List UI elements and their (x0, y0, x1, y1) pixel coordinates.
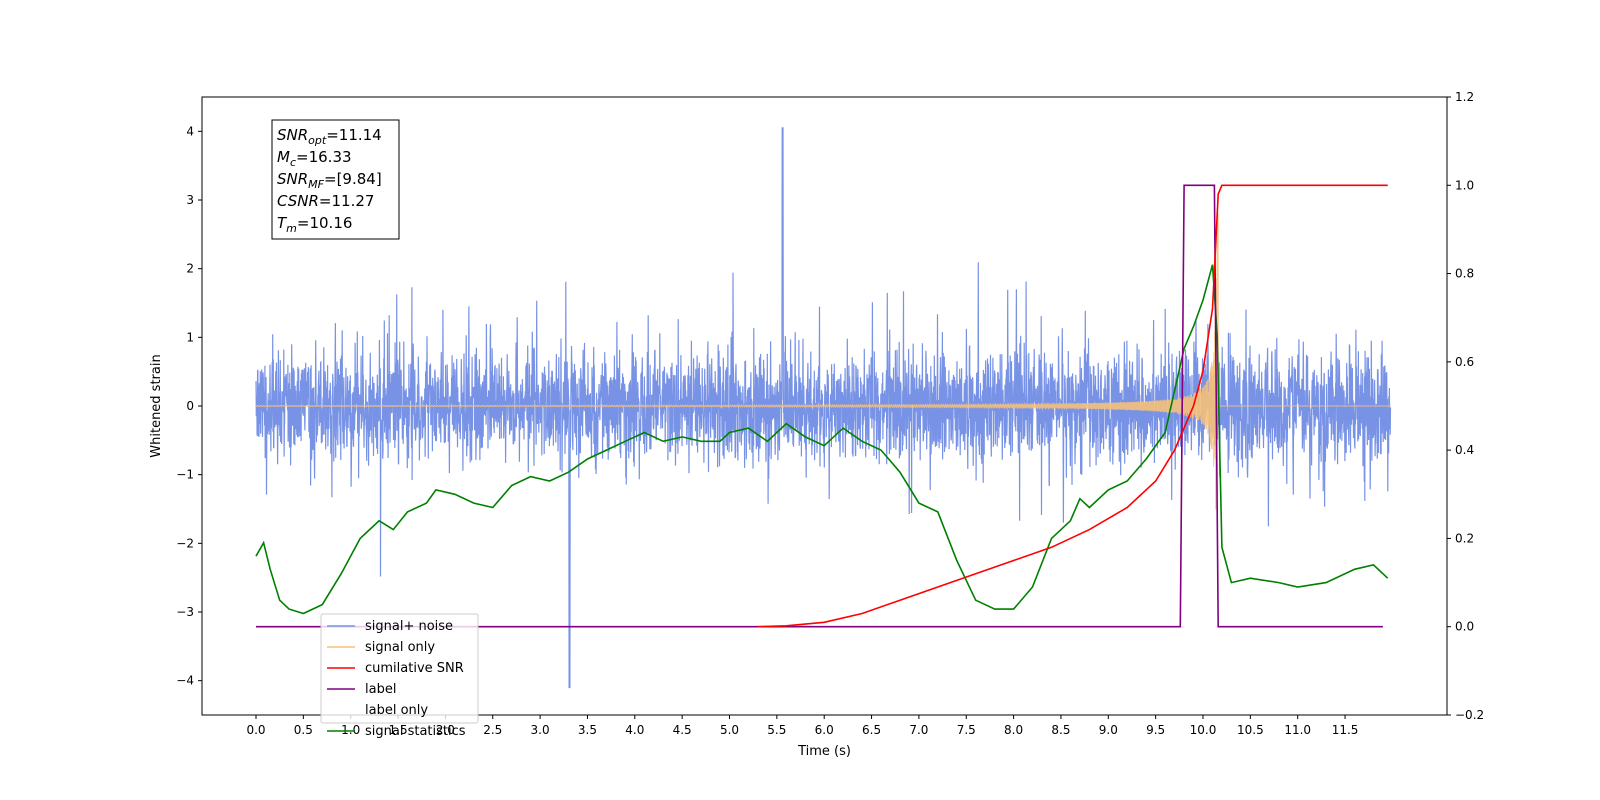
x-tick-label: 10.0 (1190, 723, 1217, 737)
x-tick-label: 5.0 (720, 723, 739, 737)
annotation-box (271, 119, 400, 240)
x-tick-label: 6.0 (815, 723, 834, 737)
x-tick-label: 0.5 (294, 723, 313, 737)
x-tick-label: 8.5 (1051, 723, 1070, 737)
y2-tick-label: 0.6 (1455, 355, 1474, 369)
annotation-line: Tm=10.16 (277, 214, 352, 235)
y2-tick-label: 0.2 (1455, 531, 1474, 545)
signal-statistics-line (255, 264, 1389, 615)
y-tick-label: 4 (186, 124, 194, 138)
y-tick-label: 0 (186, 399, 194, 413)
x-tick-label: 0.0 (246, 723, 265, 737)
x-tick-label: 7.5 (957, 723, 976, 737)
annotation-line: CSNR=11.27 (277, 192, 374, 210)
x-tick-label: 9.0 (1099, 723, 1118, 737)
y2-tick-label: 0.0 (1455, 620, 1474, 634)
y2-tick-label: −0.2 (1455, 708, 1484, 722)
x-tick-label: 1.0 (341, 723, 360, 737)
x-tick-label: 6.5 (862, 723, 881, 737)
annotation-line: Mc=16.33 (277, 148, 352, 169)
x-tick-label: 3.5 (578, 723, 597, 737)
legend: signal+ noise signal only cumilative SNR la… (320, 613, 479, 739)
signal-noise-line (255, 127, 1392, 689)
y-tick-label: 1 (186, 330, 194, 344)
x-tick-label: 4.5 (673, 723, 692, 737)
x-tick-label: 4.0 (625, 723, 644, 737)
plot-clip-group (255, 127, 1392, 689)
y-tick-label: −2 (176, 536, 194, 550)
y-tick-label: 2 (186, 262, 194, 276)
legend-label: label (365, 682, 396, 697)
x-tick-label: 3.0 (531, 723, 550, 737)
y-tick-label: −4 (176, 674, 194, 688)
x-tick-label: 5.5 (767, 723, 786, 737)
x-tick-label: 11.5 (1332, 723, 1359, 737)
y-tick-label: −3 (176, 605, 194, 619)
y-axis-label: Whitened strain (149, 354, 164, 457)
x-axis: 0.0 0.5 1.0 1.5 2.0 2.5 3.0 3.5 4.0 4.5 5.0 5.5 6.0 6… (246, 715, 1358, 737)
legend-label: signal+ noise (365, 619, 453, 634)
x-tick-label: 7.0 (909, 723, 928, 737)
stats-annotation-box: SNRopt=11.14Mc=16.33SNRMF=[9.84]CSNR=11.… (271, 119, 400, 240)
y2-tick-label: 0.8 (1455, 267, 1474, 281)
x-tick-label: 2.0 (436, 723, 455, 737)
annotation-line: SNRopt=11.14 (277, 126, 382, 147)
legend-label: signal statistics (365, 724, 466, 739)
x-tick-label: 9.5 (1146, 723, 1165, 737)
y-tick-label: −1 (176, 468, 194, 482)
legend-label: label only (365, 703, 428, 718)
y-axis-left: 4 3 2 1 0 −1 −2 −3 −4 (176, 124, 202, 688)
legend-box (320, 613, 479, 724)
y-tick-label: 3 (186, 193, 194, 207)
y2-tick-label: 1.2 (1455, 90, 1474, 104)
legend-label: cumilative SNR (365, 661, 464, 676)
y-axis-right: 1.2 1.0 0.8 0.6 0.4 0.2 0.0 −0.2 (1447, 90, 1484, 722)
x-tick-label: 10.5 (1237, 723, 1264, 737)
x-tick-label: 11.0 (1284, 723, 1311, 737)
plot-area (255, 127, 1392, 689)
legend-label: signal only (365, 640, 435, 655)
x-tick-label: 8.0 (1004, 723, 1023, 737)
label-line (256, 184, 1383, 628)
x-tick-label: 2.5 (483, 723, 502, 737)
y2-tick-label: 0.4 (1455, 443, 1474, 457)
x-axis-label: Time (s) (797, 744, 851, 759)
x-tick-label: 1.5 (389, 723, 408, 737)
cumulative-snr-line (757, 184, 1388, 628)
y2-tick-label: 1.0 (1455, 178, 1474, 192)
annotation-line: SNRMF=[9.84] (277, 170, 382, 191)
signal-only-line (255, 213, 1391, 510)
